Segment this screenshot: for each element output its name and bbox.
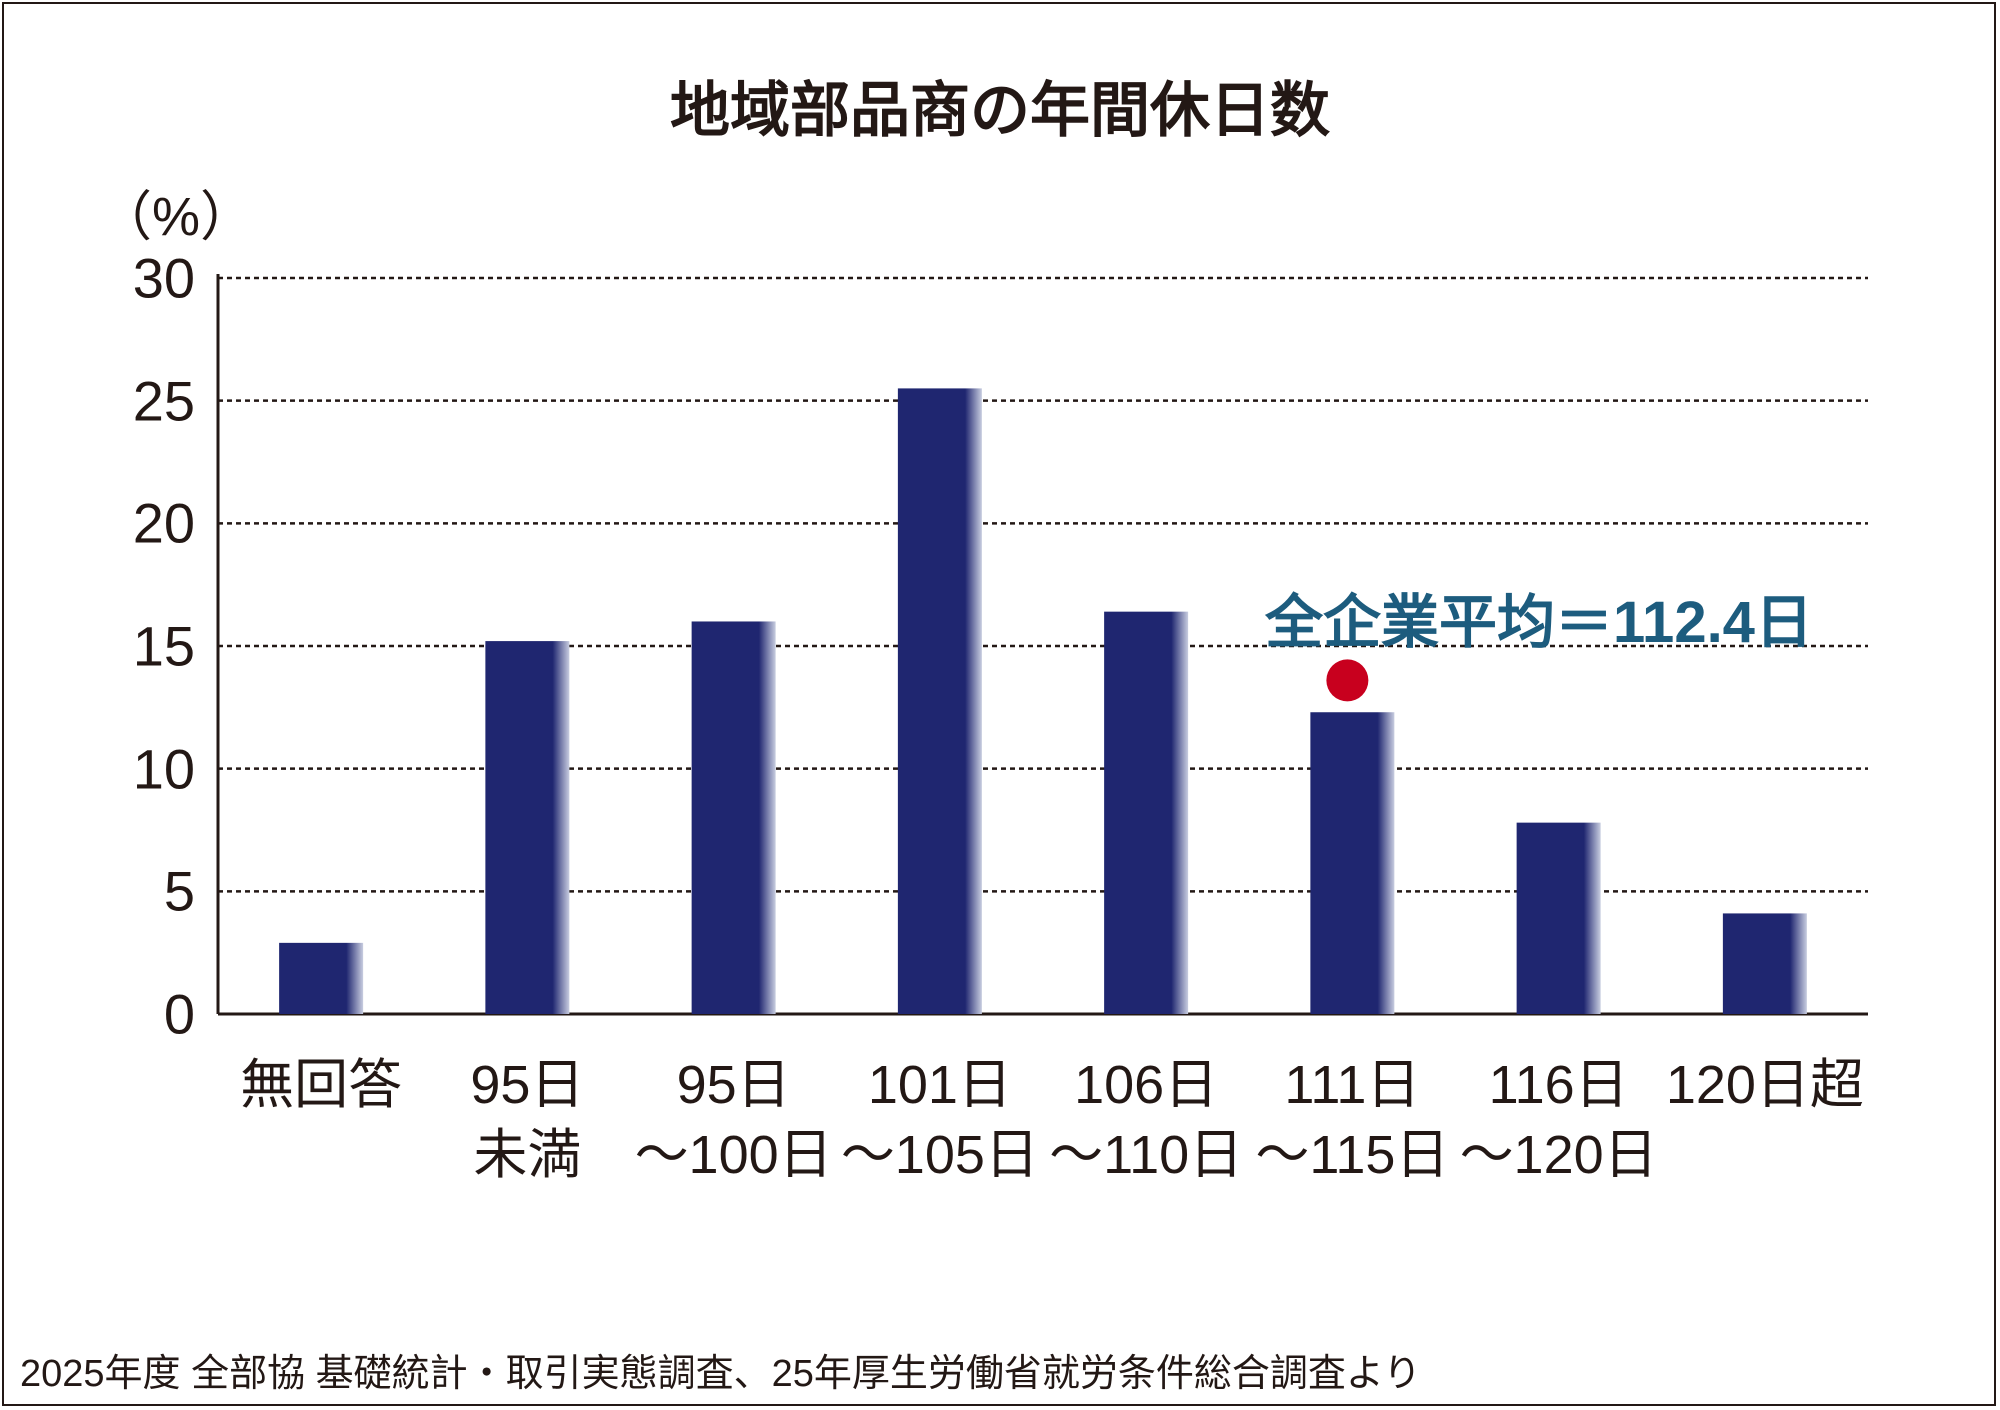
x-tick-label: 95日 未満: [470, 1055, 585, 1185]
x-tick-label: 120日超: [1665, 1055, 1864, 1115]
y-tick-label: 25: [132, 369, 195, 433]
x-tick-label: 101日 ～105日: [840, 1055, 1039, 1185]
y-tick-label: 0: [163, 982, 195, 1046]
y-tick-label: 5: [163, 859, 195, 923]
chart-title: 地域部品商の年間休日数: [670, 77, 1330, 144]
bar: [1310, 712, 1395, 1014]
bar: [1516, 822, 1601, 1014]
bar: [1104, 611, 1189, 1014]
y-tick-label: 10: [132, 737, 195, 801]
x-tick-label: 116日 ～120日: [1459, 1055, 1658, 1185]
x-tick-label: 106日 ～110日: [1049, 1055, 1244, 1185]
source-note: 2025年度 全部協 基礎統計・取引実態調査、25年厚生労働省就労条件総合調査よ…: [20, 1353, 1422, 1395]
x-tick-label: 111日 ～115日: [1255, 1055, 1450, 1185]
bar: [485, 641, 570, 1014]
y-tick-label: 15: [132, 614, 195, 678]
bar: [279, 942, 364, 1014]
x-tick-label: 95日 ～100日: [634, 1055, 833, 1185]
bar: [897, 388, 982, 1014]
x-tick-label: 無回答: [240, 1055, 403, 1115]
y-tick-label: 20: [132, 491, 195, 555]
y-axis-unit: （%）: [98, 187, 255, 247]
bar: [691, 621, 776, 1014]
y-tick-label: 30: [132, 246, 195, 310]
average-annotation: 全企業平均＝112.4日: [1265, 590, 1813, 655]
average-marker: [1326, 659, 1369, 702]
bar: [1722, 913, 1807, 1014]
